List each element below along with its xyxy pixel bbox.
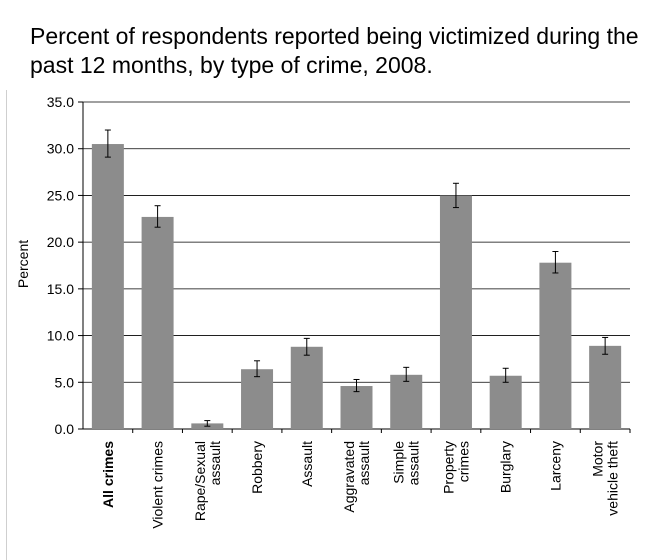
x-tick-label-line: Property xyxy=(440,441,456,494)
bar xyxy=(589,345,622,429)
bar xyxy=(439,195,472,429)
x-tick-label: Assault xyxy=(299,441,315,487)
bars xyxy=(91,144,622,430)
y-tick-label: 35.0 xyxy=(47,94,74,110)
error-bars xyxy=(104,129,609,427)
x-tick-label-line: crimes xyxy=(455,441,471,482)
y-tick-label: 0.0 xyxy=(55,421,75,437)
x-tick-label-line: Motor xyxy=(590,441,606,477)
gridlines xyxy=(82,101,630,430)
x-tick-label: Simple assault xyxy=(391,441,422,486)
x-tick-label-line: Robbery xyxy=(249,441,265,494)
x-tick-label-line: Assault xyxy=(299,441,315,487)
y-axis-label: Percent xyxy=(15,240,31,288)
y-tick-label: 30.0 xyxy=(47,141,74,157)
y-axis-ticks: 0.0 5.0 10.0 15.0 20.0 25.0 30.0 35.0 xyxy=(47,94,83,437)
x-tick-label: Rape/Sexual assault xyxy=(192,441,223,521)
x-axis-labels: All crimes Violent crimes Rape/Sexual assau… xyxy=(100,429,631,529)
bar xyxy=(241,369,274,429)
x-tick-label-line: Larceny xyxy=(547,441,563,491)
y-tick-label: 25.0 xyxy=(47,187,74,203)
y-tick-label: 5.0 xyxy=(55,374,75,390)
bar xyxy=(91,144,124,430)
x-tick-label-line: vehicle theft xyxy=(605,441,621,516)
bar xyxy=(340,386,373,429)
x-tick-label: Larceny xyxy=(547,441,563,491)
y-tick-label: 10.0 xyxy=(47,328,74,344)
x-tick-label-line: Simple xyxy=(391,441,407,484)
x-tick-label: Property crimes xyxy=(440,441,471,494)
left-border-line xyxy=(6,90,7,560)
x-tick-label: Burglary xyxy=(498,441,514,493)
x-tick-label-line: Burglary xyxy=(498,441,514,493)
y-tick-label: 20.0 xyxy=(47,234,74,250)
x-tick-label-line: Rape/Sexual xyxy=(192,441,208,521)
x-tick-label-line: assault xyxy=(356,441,372,485)
bar xyxy=(290,346,323,429)
chart-title: Percent of respondents reported being vi… xyxy=(30,23,639,78)
bar xyxy=(141,216,174,429)
x-tick-label: Robbery xyxy=(249,441,265,494)
x-tick-label: Motor vehicle theft xyxy=(590,441,621,516)
x-tick-label-line: Violent crimes xyxy=(150,441,166,529)
y-tick-label: 15.0 xyxy=(47,281,74,297)
x-tick-label: All crimes xyxy=(100,441,116,508)
x-tick-label-line: Aggravated xyxy=(341,441,357,513)
x-tick-label-line: All crimes xyxy=(100,441,116,508)
x-tick-label-line: assault xyxy=(207,441,223,485)
bar xyxy=(539,262,572,429)
x-tick-label: Aggravated assault xyxy=(341,441,372,513)
bar xyxy=(390,374,423,429)
x-tick-label-line: assault xyxy=(406,441,422,485)
x-tick-label: Violent crimes xyxy=(150,441,166,529)
bar xyxy=(489,375,522,429)
